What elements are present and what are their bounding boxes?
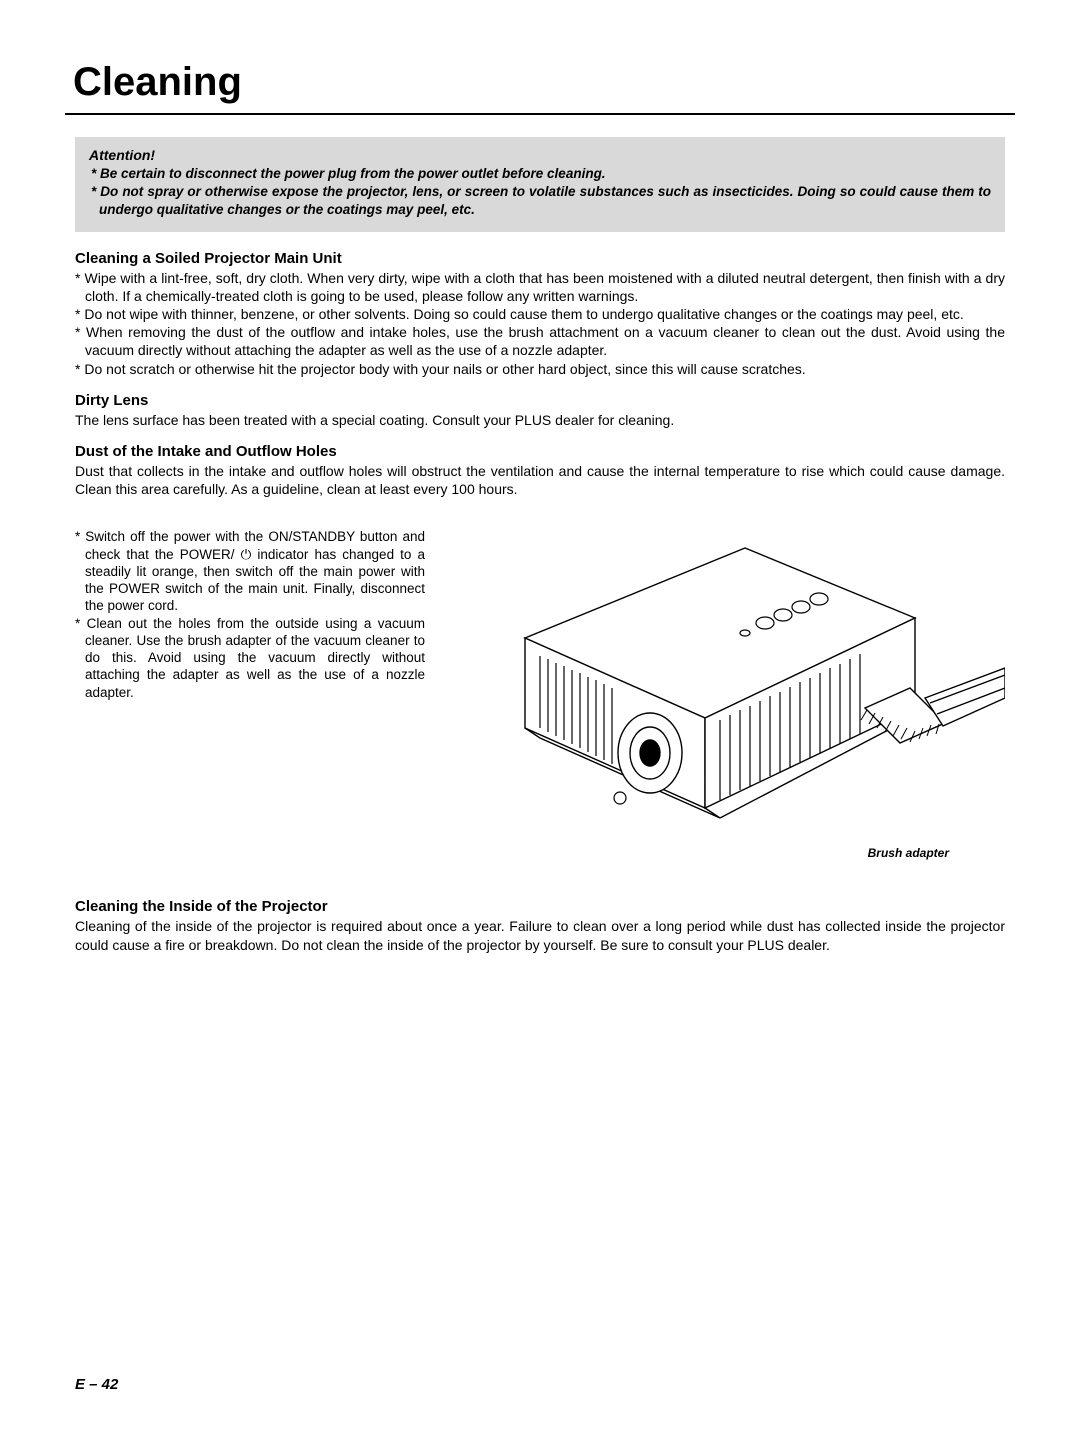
body-text: Cleaning of the inside of the projector … xyxy=(75,917,1005,953)
two-column-row: * Switch off the power with the ON/STAND… xyxy=(75,528,1005,868)
list-item: * Do not wipe with thinner, benzene, or … xyxy=(75,305,1005,323)
section-heading: Dirty Lens xyxy=(75,392,1005,409)
body-text: Dust that collects in the intake and out… xyxy=(75,462,1005,498)
body-text: The lens surface has been treated with a… xyxy=(75,411,1005,429)
projector-illustration-icon xyxy=(445,528,1005,868)
section-heading: Dust of the Intake and Outflow Holes xyxy=(75,443,1005,460)
section-dust: Dust of the Intake and Outflow Holes Dus… xyxy=(75,443,1005,498)
section-lens: Dirty Lens The lens surface has been tre… xyxy=(75,392,1005,429)
page-title: Cleaning xyxy=(65,60,1015,105)
list-item: * Switch off the power with the ON/STAND… xyxy=(75,528,425,614)
title-rule xyxy=(65,113,1015,115)
list-item: * Wipe with a lint-free, soft, dry cloth… xyxy=(75,269,1005,305)
list-item: * Do not scratch or otherwise hit the pr… xyxy=(75,360,1005,378)
section-inside: Cleaning the Inside of the Projector Cle… xyxy=(75,898,1005,953)
figure-column: Brush adapter xyxy=(445,528,1005,868)
figure-label: Brush adapter xyxy=(868,846,949,860)
attention-heading: Attention! xyxy=(89,147,991,163)
section-heading: Cleaning the Inside of the Projector xyxy=(75,898,1005,915)
section-heading: Cleaning a Soiled Projector Main Unit xyxy=(75,250,1005,267)
attention-item: * Do not spray or otherwise expose the p… xyxy=(89,183,991,219)
section-soiled: Cleaning a Soiled Projector Main Unit * … xyxy=(75,250,1005,378)
page-number: E – 42 xyxy=(75,1376,118,1393)
projector-figure: Brush adapter xyxy=(445,528,1005,868)
list-item: * Clean out the holes from the outside u… xyxy=(75,615,425,701)
attention-box: Attention! * Be certain to disconnect th… xyxy=(75,137,1005,232)
attention-item: * Be certain to disconnect the power plu… xyxy=(89,165,991,183)
list-item: * When removing the dust of the outflow … xyxy=(75,323,1005,359)
steps-column: * Switch off the power with the ON/STAND… xyxy=(75,528,425,868)
